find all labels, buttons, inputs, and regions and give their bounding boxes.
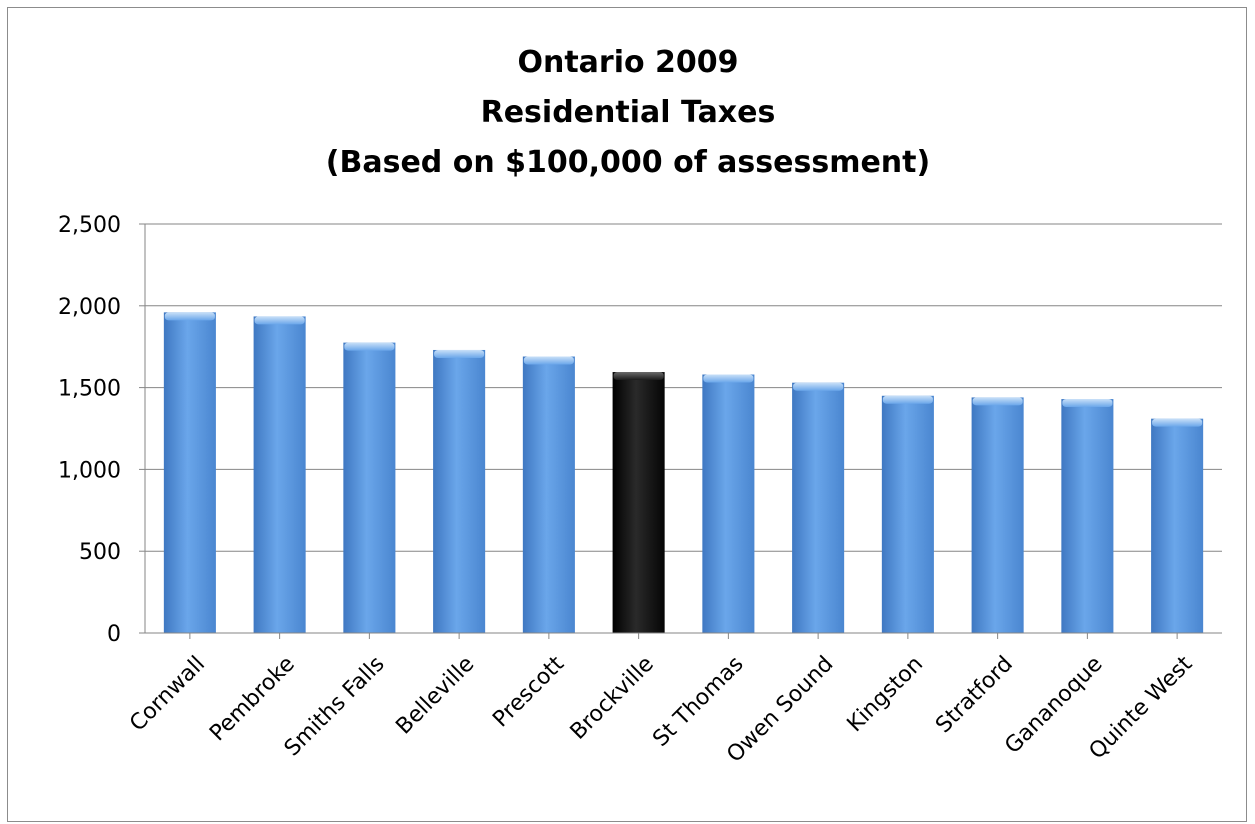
bar-top-highlight — [972, 397, 1023, 406]
bar — [1151, 418, 1204, 633]
bar — [433, 349, 486, 633]
bar — [522, 356, 575, 633]
bar-top-highlight — [164, 312, 215, 321]
x-category-label: Brockville — [566, 652, 659, 745]
x-category-label: Kingston — [843, 652, 929, 738]
gridlines — [145, 223, 1222, 552]
y-tick-label: 1,500 — [58, 377, 121, 402]
bar-top-highlight — [1152, 418, 1203, 427]
y-tick-label: 1,000 — [58, 458, 121, 483]
chart-title-line-3: (Based on $100,000 of assessment) — [326, 145, 930, 180]
chart-title-line-1: Ontario 2009 — [517, 45, 738, 80]
y-tick-label: 2,000 — [58, 295, 121, 320]
bar — [792, 382, 845, 633]
bar-top-highlight — [613, 372, 664, 381]
x-category-label: Stratford — [931, 652, 1018, 739]
y-axis-tick-labels: 0 500 1,000 1,500 2,000 2,500 — [58, 213, 121, 647]
chart-title: Ontario 2009 Residential Taxes (Based on… — [326, 45, 930, 180]
y-tick-label: 0 — [107, 622, 121, 647]
bar-top-highlight — [703, 374, 754, 383]
bar — [612, 372, 665, 633]
bar-top-highlight — [344, 342, 395, 351]
x-category-label: Prescott — [488, 651, 569, 732]
x-category-label: Belleville — [391, 652, 479, 740]
bar-top-highlight — [254, 316, 305, 325]
bar — [702, 374, 755, 633]
chart-title-line-2: Residential Taxes — [481, 95, 776, 130]
bar — [1061, 399, 1114, 633]
y-tick-label: 500 — [79, 540, 121, 565]
bar-top-highlight — [523, 356, 574, 365]
bar-top-highlight — [1062, 399, 1113, 408]
bars — [163, 312, 1204, 633]
bar — [163, 312, 216, 633]
axes — [139, 223, 1222, 639]
x-category-label: Pembroke — [205, 652, 300, 747]
x-category-label: St Thomas — [648, 652, 748, 752]
bar — [253, 316, 306, 633]
y-tick-label: 2,500 — [58, 213, 121, 238]
bar-top-highlight — [793, 382, 844, 391]
bar — [881, 395, 934, 633]
bar-top-highlight — [882, 395, 933, 404]
x-category-label: Cornwall — [125, 652, 210, 737]
bar — [971, 397, 1024, 633]
bar — [343, 342, 396, 633]
bar-top-highlight — [434, 349, 485, 358]
